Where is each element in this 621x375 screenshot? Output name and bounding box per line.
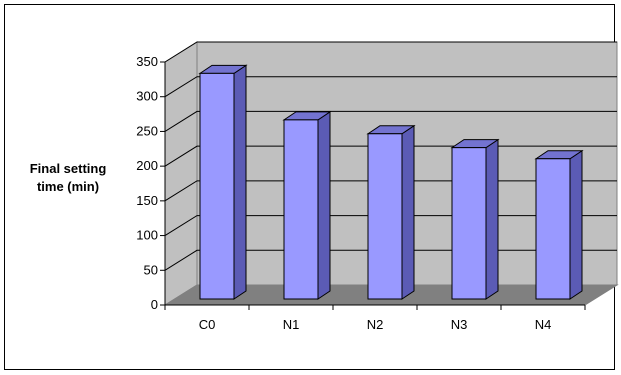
x-tick-labels: C0 N1 N2 N3 N4	[199, 317, 552, 332]
axes	[160, 61, 586, 310]
y-axis-label: Final setting time (min)	[29, 161, 107, 194]
bar-side-n3	[485, 138, 499, 300]
y-tick-label: 200	[136, 158, 158, 173]
x-tick-label: N1	[283, 317, 300, 332]
x-tick-label: N3	[451, 317, 468, 332]
gridline	[164, 110, 617, 132]
bar-c0	[199, 72, 235, 300]
bar-side-c0	[233, 64, 247, 300]
gridline	[164, 76, 617, 98]
bar-n4	[535, 158, 571, 300]
side-wall	[164, 41, 198, 306]
y-tick-label: 350	[136, 54, 158, 69]
y-tick-label: 50	[144, 262, 158, 277]
y-tick-labels: 0 50 100 150 200 250 300 350	[136, 54, 158, 312]
bar-side-n4	[569, 149, 583, 300]
bars	[198, 64, 584, 300]
bar-side-n2	[401, 124, 415, 300]
y-tick-label: 250	[136, 123, 158, 138]
bar-n1	[283, 119, 319, 300]
x-tick-label: N2	[367, 317, 384, 332]
y-tick-label: 0	[151, 297, 158, 312]
bar-n2	[367, 133, 403, 300]
bar-side-n1	[317, 110, 331, 300]
x-tick-label: C0	[199, 317, 216, 332]
y-tick-label: 150	[136, 193, 158, 208]
y-tick-label: 300	[136, 89, 158, 104]
gridline	[164, 41, 617, 63]
x-tick-label: N4	[535, 317, 552, 332]
y-tick-label: 100	[136, 228, 158, 243]
bar-n3	[451, 147, 487, 300]
